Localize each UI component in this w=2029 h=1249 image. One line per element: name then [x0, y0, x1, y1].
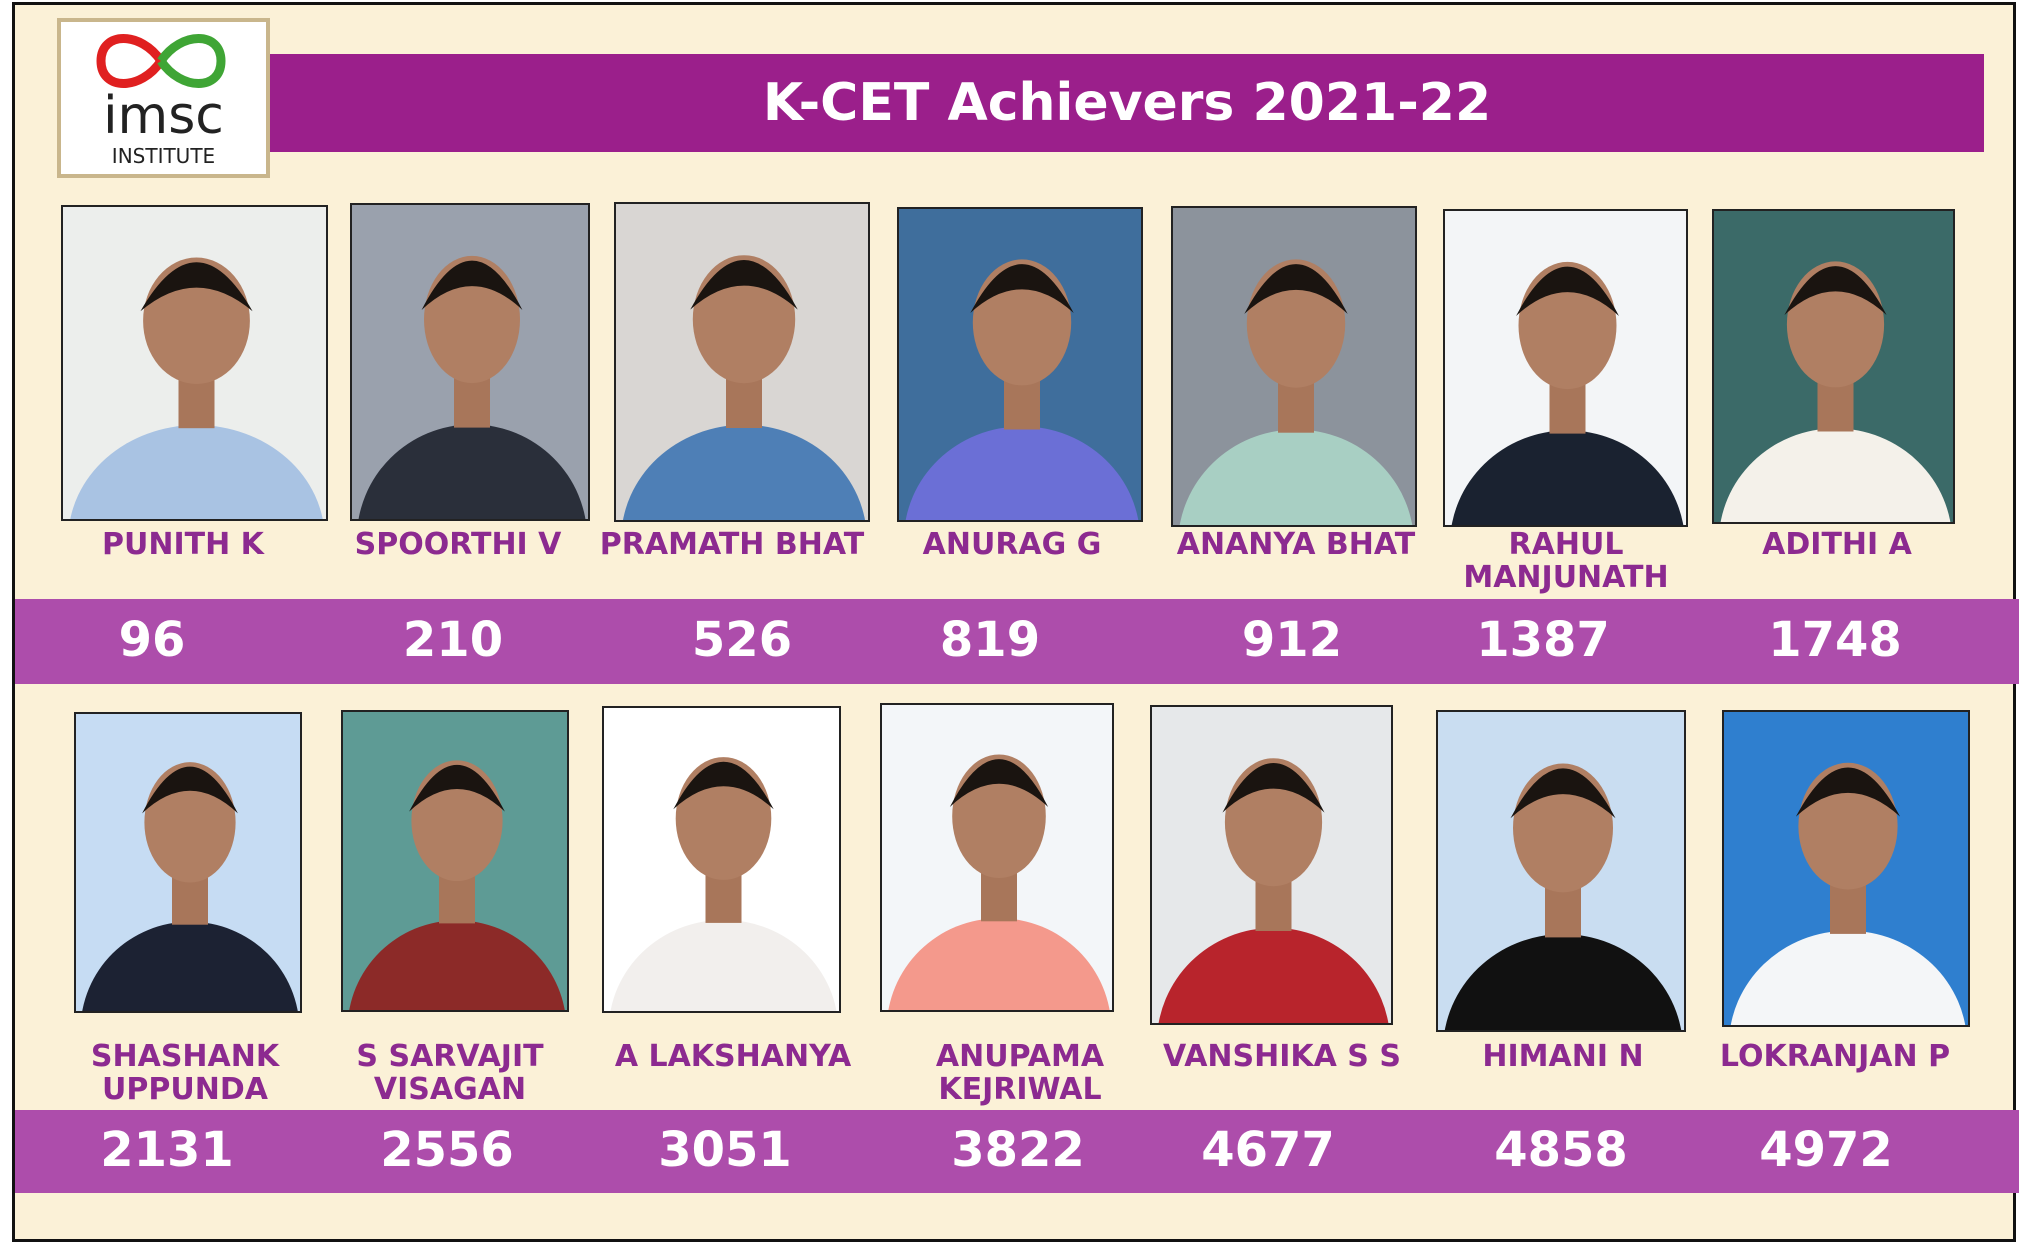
photo: [341, 710, 569, 1012]
photo: [614, 202, 870, 522]
photo: [880, 703, 1114, 1012]
portrait: [622, 255, 866, 520]
portrait: [358, 255, 586, 519]
photo: [1150, 705, 1393, 1025]
rank-band: [15, 1110, 2019, 1193]
logo: imsc INSTITUTE: [57, 18, 270, 178]
rank: 96: [118, 612, 186, 668]
rank: 526: [691, 612, 793, 668]
rank-band: [15, 599, 2019, 684]
rank: 3051: [658, 1122, 792, 1178]
photo: [602, 706, 841, 1013]
rank: 2131: [100, 1122, 234, 1178]
achiever-name: HIMANI N: [1482, 1039, 1644, 1074]
rank: 1748: [1768, 612, 1902, 668]
portrait: [1158, 758, 1389, 1023]
title: K-CET Achievers 2021-22: [270, 54, 1984, 152]
rank: 4972: [1759, 1122, 1893, 1178]
achiever-name: ADITHI A: [1762, 527, 1912, 562]
achiever-name: RAHUL MANJUNATH: [1463, 527, 1669, 595]
rank: 4677: [1201, 1122, 1335, 1178]
portrait: [1179, 259, 1413, 525]
photo: [1171, 206, 1417, 527]
achiever-name: LOKRANJAN P: [1719, 1039, 1951, 1074]
rank: 3822: [951, 1122, 1085, 1178]
achiever-name: ANANYA BHAT: [1176, 527, 1416, 562]
achiever-name: ANUPAMA KEJRIWAL: [935, 1039, 1105, 1107]
rank: 912: [1241, 612, 1343, 668]
achiever-name: VANSHIKA S S: [1163, 1039, 1401, 1074]
rank: 2556: [380, 1122, 514, 1178]
portrait: [1451, 261, 1684, 525]
logo-subtitle: INSTITUTE: [111, 144, 216, 168]
photo: [61, 205, 328, 521]
achiever-name: PRAMATH BHAT: [599, 527, 865, 562]
photo: [1436, 710, 1686, 1032]
portrait: [82, 762, 298, 1011]
photo: [1722, 710, 1970, 1027]
portrait: [1730, 762, 1966, 1025]
logo-icon: [96, 34, 226, 88]
rank: 819: [939, 612, 1041, 668]
rank: 210: [402, 612, 504, 668]
logo-name: imsc: [103, 86, 224, 146]
photo: [897, 207, 1143, 522]
photo: [1712, 209, 1955, 524]
achiever-name: SHASHANK UPPUNDA: [90, 1039, 280, 1107]
portrait: [610, 757, 837, 1011]
photo: [1443, 209, 1688, 527]
portrait: [1720, 261, 1951, 522]
portrait: [1444, 763, 1682, 1030]
achiever-name: A LAKSHANYA: [614, 1039, 852, 1074]
achiever-name: SPOORTHI V: [354, 527, 562, 562]
achiever-name: ANURAG G: [922, 527, 1102, 562]
photo: [350, 203, 590, 521]
achiever-name: PUNITH K: [102, 527, 264, 562]
portrait: [888, 754, 1110, 1010]
portrait: [349, 760, 565, 1010]
achiever-name: S SARVAJIT VISAGAN: [356, 1039, 544, 1107]
rank: 4858: [1494, 1122, 1628, 1178]
portrait: [70, 257, 323, 519]
rank: 1387: [1476, 612, 1610, 668]
photo: [74, 712, 302, 1013]
portrait: [905, 259, 1139, 520]
